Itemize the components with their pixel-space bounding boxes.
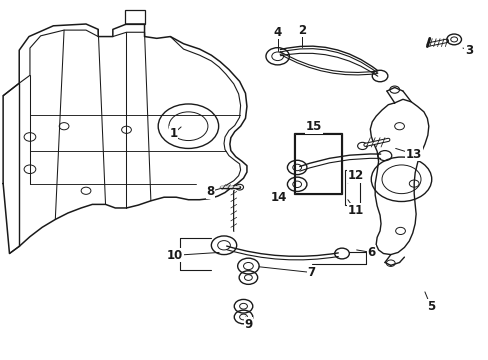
Bar bbox=[295, 134, 340, 193]
Bar bbox=[294, 134, 341, 194]
Text: 14: 14 bbox=[270, 191, 286, 204]
Bar bbox=[344, 170, 359, 205]
Text: 12: 12 bbox=[347, 169, 363, 182]
Text: 1: 1 bbox=[169, 127, 178, 140]
Text: 6: 6 bbox=[366, 246, 375, 259]
Text: 11: 11 bbox=[347, 204, 363, 217]
Text: 2: 2 bbox=[297, 24, 305, 37]
Text: 7: 7 bbox=[307, 266, 315, 279]
Text: 13: 13 bbox=[405, 148, 422, 161]
Text: 4: 4 bbox=[273, 26, 281, 39]
Text: 8: 8 bbox=[206, 185, 214, 198]
Text: 9: 9 bbox=[244, 318, 252, 331]
Text: 15: 15 bbox=[305, 121, 321, 134]
Text: 3: 3 bbox=[464, 44, 472, 57]
Text: 10: 10 bbox=[167, 249, 183, 262]
Text: 5: 5 bbox=[426, 300, 434, 313]
Bar bbox=[125, 10, 144, 24]
